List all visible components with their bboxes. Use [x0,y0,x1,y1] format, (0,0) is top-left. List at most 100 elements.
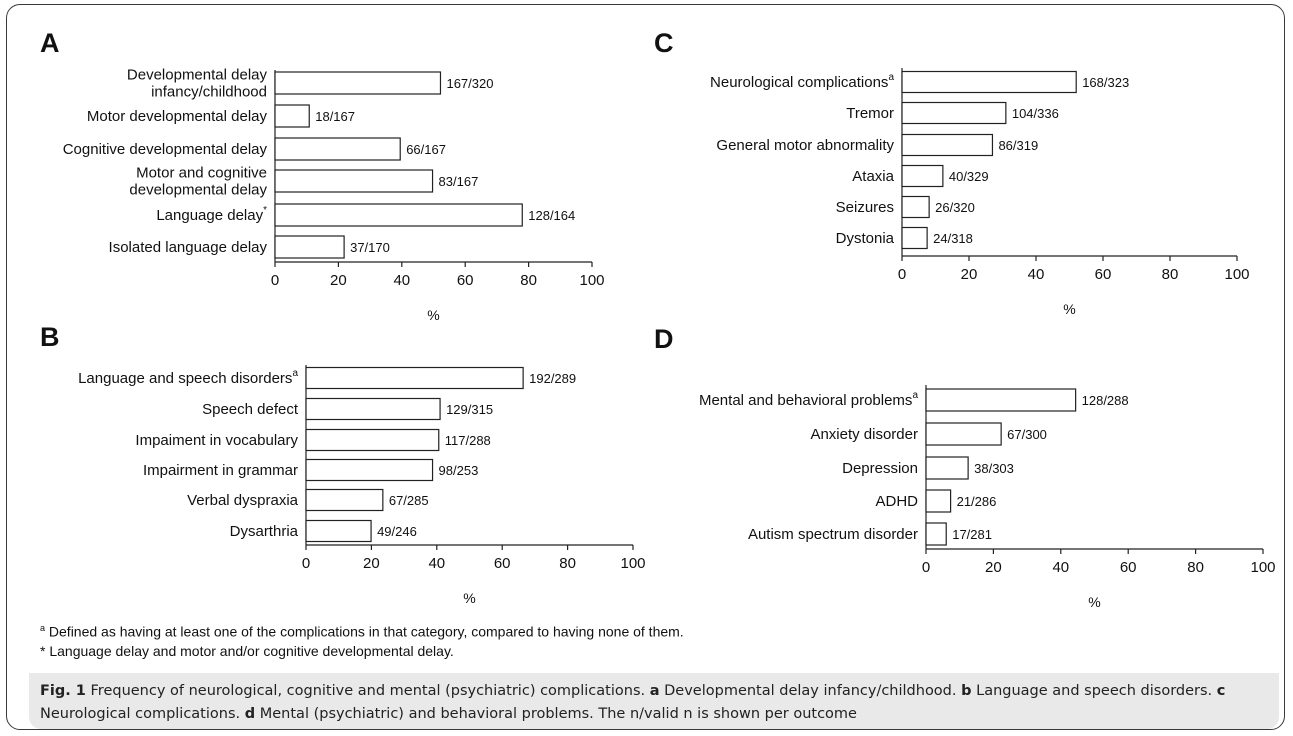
panel-a-category-label: Cognitive developmental delay [63,141,268,158]
panel-c: C 0 20 40 60 80 100% 168/323 Neurological compli… [654,28,1250,317]
panel-d-letter: D [654,324,674,354]
footnote-a: a Defined as having at least one of the … [40,623,684,640]
panel-d-tick-label: 60 [1120,559,1137,576]
panel-a-bar-value: 66/167 [406,142,446,157]
panel-a-bar-value: 167/320 [446,76,493,91]
panel-d: D 0 20 40 60 80 100% 128/288 Mental and behavior… [654,324,1276,610]
panel-c-tick-label: 60 [1095,266,1112,283]
panel-a-bar-value: 37/170 [350,240,390,255]
panel-b-bar-value: 67/285 [389,493,429,508]
panel-a-letter: A [40,28,60,58]
panel-a-tick-label: 20 [330,272,347,289]
panel-d-tick-label: 80 [1187,559,1204,576]
panel-d-category-label: Depression [842,460,918,477]
panel-a-bar-value: 128/164 [528,208,575,223]
caption-d-letter: d [244,706,256,722]
panel-c-tick-label: 20 [961,266,978,283]
panel-a-x-label: % [427,307,439,323]
panel-c-bar [901,101,1007,125]
panel-b-tick-label: 20 [363,555,380,572]
panel-a-bar-value: 18/167 [315,109,355,124]
panel-d-tick-label: 40 [1052,559,1069,576]
panel-b-bar [305,519,372,543]
panel-d-tick-label: 20 [985,559,1002,576]
panel-b-category-label: Language and speech disordersa [78,368,298,387]
panel-c-tick-label: 100 [1224,266,1249,283]
panel-a-tick-label: 100 [579,272,604,289]
panel-b-bar [305,366,524,390]
panel-a-bar-value: 83/167 [439,174,479,189]
panel-c-category-label: Dystonia [836,230,895,247]
panel-a-tick-label: 0 [271,272,279,289]
panel-a-tick-label: 40 [393,272,410,289]
panel-d-category-label: Autism spectrum disorder [748,526,918,543]
panel-a-bar [274,235,345,259]
figure-caption: Fig. 1 Frequency of neurological, cognit… [40,680,1260,726]
panel-c-bar-value: 104/336 [1012,106,1059,121]
panel-a-category-label: infancy/childhood [151,84,267,101]
panel-d-category-label: ADHD [875,493,918,510]
panel-d-category-label: Anxiety disorder [810,426,918,443]
panel-c-category-label: Neurological complicationsa [710,72,894,91]
panel-c-bar-value: 40/329 [949,169,989,184]
panel-d-bar-value: 38/303 [974,461,1014,476]
panel-a-category-label: Developmental delay [127,67,268,84]
panel-b-tick-label: 60 [494,555,511,572]
panel-b-bar [305,458,434,482]
panel-d-bar [925,388,1077,412]
panel-d-tick-label: 0 [922,559,930,576]
panel-c-tick-label: 40 [1028,266,1045,283]
panel-b-bar-value: 49/246 [377,524,417,539]
panel-a-tick-label: 60 [457,272,474,289]
panel-a-tick-label: 80 [520,272,537,289]
panel-c-category-label: Ataxia [852,168,894,185]
panel-a-bar [274,104,310,128]
panel-c-category-label: Tremor [846,105,894,122]
panel-b-bar [305,488,384,512]
panel-d-bar-value: 67/300 [1007,427,1047,442]
panel-c-category-label: Seizures [836,199,894,216]
footnote-a-text: Defined as having at least one of the co… [45,623,684,640]
caption-a-letter: a [649,683,660,699]
panel-b-bar [305,397,441,421]
figure-charts: A 0 20 40 60 80 100% 167/320 Developmental delay… [40,28,1276,610]
caption-c-letter: c [1216,683,1226,699]
panel-d-bar [925,422,1002,446]
caption-background [29,673,1279,729]
caption-main: Frequency of neurological, cognitive and… [85,683,650,699]
caption-b-letter: b [961,683,972,699]
panel-a-category-label: Motor developmental delay [87,108,268,125]
panel-b-category-label: Speech defect [202,401,299,418]
panel-c-bar [901,164,944,188]
panel-c-bar [901,226,928,250]
panel-d-bar [925,522,947,546]
panel-b-category-label: Verbal dyspraxia [187,492,299,509]
panel-b-bar-value: 98/253 [439,463,479,478]
panel-c-tick-label: 0 [898,266,906,283]
panel-c-x-label: % [1063,301,1075,317]
panel-a-bar [274,203,523,227]
panel-b-category-label: Impaiment in vocabulary [135,432,298,449]
panel-a: A 0 20 40 60 80 100% 167/320 Developmental delay… [40,28,605,323]
panel-b-bar-value: 129/315 [446,402,493,417]
panel-d-category-label: Mental and behavioral problemsa [699,390,918,409]
panel-a-bar [274,169,434,193]
footnote-star: * Language delay and motor and/or cognit… [40,643,454,659]
panel-a-category-label: Language delay* [156,205,267,224]
panel-b-tick-label: 80 [559,555,576,572]
panel-b-x-label: % [463,590,475,606]
panel-c-bar-value: 26/320 [935,200,975,215]
panel-b-bar [305,428,440,452]
panel-d-bar-value: 17/281 [952,527,992,542]
panel-a-category-label: Motor and cognitive [136,165,267,182]
panel-d-bar-value: 21/286 [957,494,997,509]
panel-a-bar [274,71,442,95]
panel-b-bar-value: 117/288 [445,433,491,448]
panel-c-category-label: General motor abnormality [716,137,894,154]
footnote-a-mark: a [40,623,46,633]
panel-d-bar [925,456,969,480]
caption-d-text: Mental (psychiatric) and behavioral prob… [255,706,857,722]
figure-frame [6,4,1285,730]
panel-b-category-label: Dysarthria [230,523,299,540]
panel-c-bar-value: 24/318 [933,231,973,246]
